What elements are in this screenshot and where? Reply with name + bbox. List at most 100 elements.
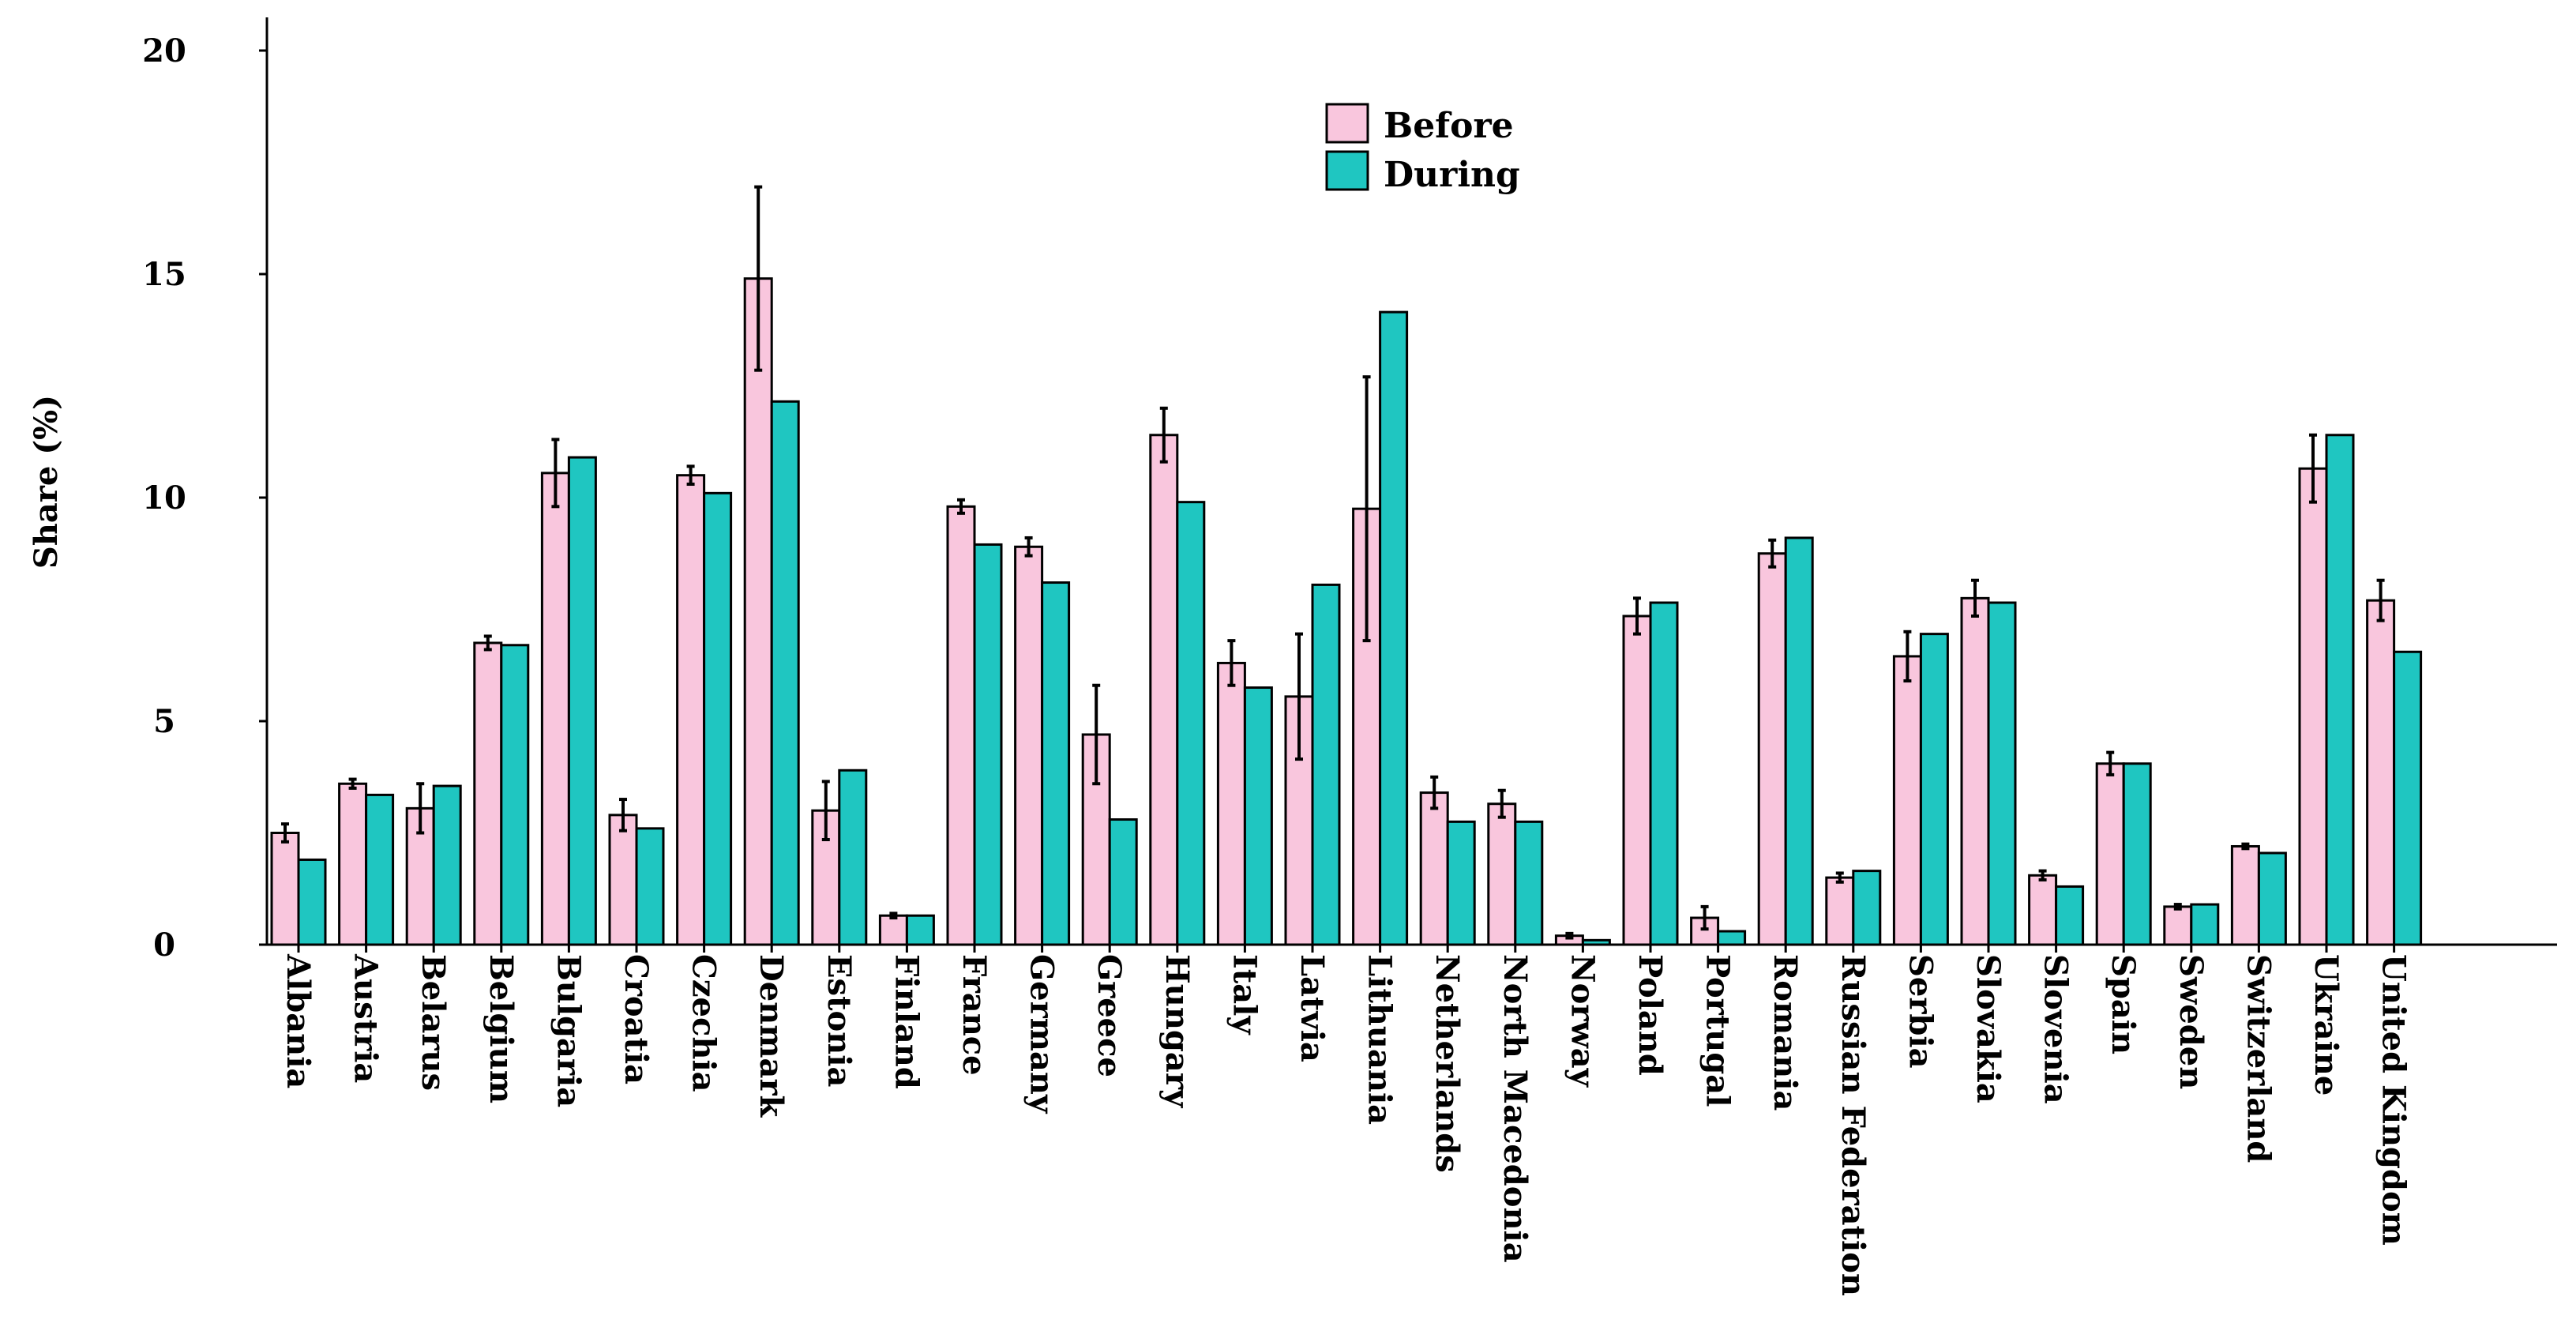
x-tick-label: Hungary [1158, 954, 1196, 1109]
bar-during [1717, 930, 1747, 946]
bar-during [500, 644, 530, 946]
bar-during [567, 456, 597, 946]
bar-before [2163, 905, 2193, 946]
bar-during [1919, 633, 1949, 946]
bar-before [473, 641, 503, 946]
bar-during [635, 827, 665, 946]
x-tick-label: Ukraine [2308, 954, 2345, 1096]
bar-before [1216, 661, 1246, 946]
x-tick-label: Germany [1023, 954, 1061, 1114]
bar-during [1784, 536, 1814, 946]
y-ticks-layer: 0 5 10 15 20 [142, 32, 267, 964]
bar-before [946, 505, 976, 946]
x-tick-label: Romania [1767, 954, 1804, 1111]
bar-during [1649, 601, 1679, 946]
bar-before [676, 474, 706, 946]
x-tick-label: Italy [1226, 954, 1263, 1035]
bar-before [743, 277, 773, 946]
x-tick-label: North Macedonia [1496, 954, 1534, 1263]
bar-before [1149, 434, 1179, 946]
bar-during [1176, 501, 1206, 946]
bar-before [2028, 874, 2058, 946]
y-tick-label: 5 [153, 703, 175, 740]
bar-before [608, 814, 638, 946]
bar-before [1622, 615, 1652, 946]
y-axis-label: Share (%) [28, 395, 65, 569]
legend-swatch-during [1325, 150, 1369, 191]
bar-during [1041, 581, 1071, 946]
bar-during [1311, 583, 1341, 946]
legend-label-before: Before [1384, 106, 1514, 146]
bar-before [2230, 844, 2260, 946]
bar-during [1243, 686, 1273, 946]
x-tick-label: Poland [1632, 954, 1669, 1076]
bar-during [2393, 650, 2423, 946]
bar-during [2055, 885, 2085, 946]
bar-before [1487, 802, 1517, 946]
bar-before [1960, 596, 1990, 946]
bar-during [1446, 820, 1476, 946]
bar-before [1757, 552, 1787, 946]
x-tick-label: Greece [1091, 954, 1128, 1077]
bar-during [1379, 310, 1409, 946]
bar-before [878, 914, 908, 946]
bar-during [770, 400, 800, 946]
bars-layer [270, 277, 2423, 946]
x-tick-label: United Kingdom [2375, 954, 2413, 1246]
bar-during [1108, 818, 1138, 946]
x-tick-label: Sweden [2172, 954, 2210, 1089]
bar-before [1825, 876, 1855, 946]
x-tick-labels-layer: Albania Austria Belarus Belgium Bulgaria Croa… [280, 953, 2413, 1296]
bar-during [905, 914, 935, 946]
x-tick-label: Spain [2105, 954, 2142, 1054]
error-bars-layer [281, 185, 2396, 953]
legend-label-during: During [1384, 155, 1520, 195]
x-tick-label: Lithuania [1361, 954, 1399, 1125]
x-tick-label: Latvia [1294, 954, 1331, 1062]
x-tick-label: Norway [1564, 954, 1601, 1088]
bar-before [338, 782, 368, 946]
bar-during [2122, 762, 2152, 946]
y-tick-label: 0 [153, 926, 175, 964]
x-tick-label: Belgium [483, 954, 520, 1103]
x-tick-label: Bulgaria [550, 954, 587, 1107]
x-tick-label: Serbia [1902, 954, 1939, 1069]
x-tick-label: Estonia [820, 954, 858, 1087]
y-tick-label: 20 [142, 32, 186, 70]
bar-during [2325, 434, 2355, 946]
x-tick-label: Netherlands [1429, 954, 1466, 1173]
bar-during [973, 543, 1003, 946]
bar-before [2298, 467, 2328, 946]
x-tick-label: Albania [280, 953, 317, 1088]
x-tick-label: Portugal [1699, 954, 1737, 1107]
bar-during [365, 793, 395, 946]
x-tick-label: Belarus [415, 954, 452, 1091]
bar-during [432, 784, 462, 946]
bar-during [2190, 903, 2220, 946]
x-tick-label: Russian Federation [1834, 954, 1872, 1296]
bar-before [2095, 762, 2125, 946]
x-tick-label: Finland [888, 954, 925, 1089]
bar-before [1014, 545, 1044, 946]
bar-during [1852, 870, 1882, 946]
y-tick-label: 10 [142, 479, 186, 517]
bar-before [270, 832, 300, 946]
bar-during [703, 491, 733, 946]
x-tick-label: Croatia [618, 954, 655, 1084]
axes-layer [265, 17, 2557, 946]
x-tick-label: Switzerland [2240, 954, 2277, 1163]
bar-during [297, 858, 327, 946]
legend: Before During [1325, 103, 1520, 195]
bar-before [1419, 791, 1449, 946]
bar-before [540, 472, 570, 946]
x-tick-label: Slovenia [2037, 954, 2075, 1104]
bar-before [2366, 599, 2396, 946]
bar-during [838, 769, 868, 946]
bar-before [1892, 655, 1922, 946]
bar-during [1987, 601, 2017, 946]
x-tick-label: Czechia [685, 954, 723, 1092]
y-tick-label: 15 [142, 256, 186, 293]
legend-swatch-before [1325, 103, 1369, 144]
